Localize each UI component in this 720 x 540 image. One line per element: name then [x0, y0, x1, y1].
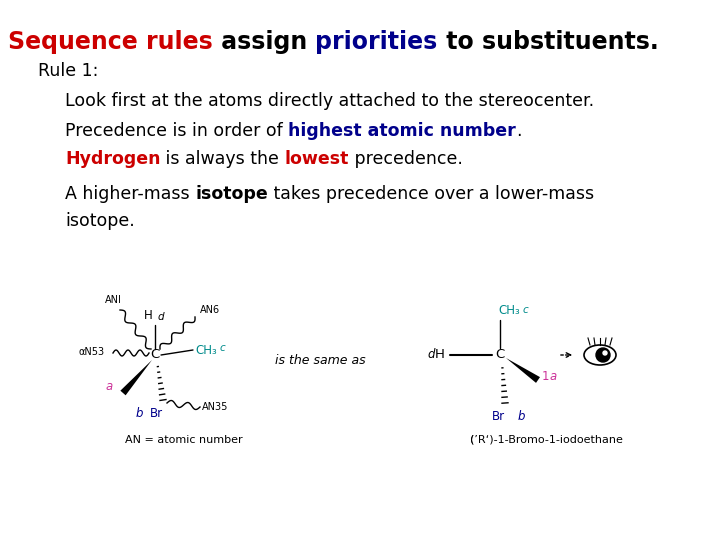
Text: H: H: [144, 309, 153, 322]
Text: Rule 1:: Rule 1:: [38, 62, 99, 80]
Text: Precedence is in order of: Precedence is in order of: [65, 122, 288, 140]
Circle shape: [596, 348, 610, 362]
Text: Hydrogen: Hydrogen: [65, 150, 161, 168]
Text: C: C: [495, 348, 505, 361]
Text: precedence.: precedence.: [349, 150, 463, 168]
Text: ANI: ANI: [104, 295, 122, 305]
Text: AN35: AN35: [202, 402, 228, 412]
Text: CH₃: CH₃: [498, 304, 520, 317]
Text: isotope: isotope: [195, 185, 268, 203]
Text: b: b: [518, 410, 526, 423]
Text: 1: 1: [542, 370, 549, 383]
Text: Br: Br: [492, 410, 505, 423]
Text: A higher-mass: A higher-mass: [65, 185, 195, 203]
Text: αN53: αN53: [79, 347, 105, 357]
Text: d: d: [428, 348, 435, 361]
Polygon shape: [120, 360, 152, 395]
Text: AN = atomic number: AN = atomic number: [125, 435, 243, 445]
Text: takes precedence over a lower-mass: takes precedence over a lower-mass: [268, 185, 594, 203]
Text: .: .: [516, 122, 521, 140]
Text: c: c: [523, 305, 528, 315]
Text: highest atomic number: highest atomic number: [288, 122, 516, 140]
Text: isotope.: isotope.: [65, 212, 135, 230]
Text: c: c: [220, 343, 226, 353]
Polygon shape: [506, 358, 540, 383]
Text: (: (: [470, 435, 474, 445]
Text: is always the: is always the: [161, 150, 285, 168]
Text: (’R‘)-1-Bromo-1-iodoethane: (’R‘)-1-Bromo-1-iodoethane: [470, 435, 623, 445]
Text: lowest: lowest: [285, 150, 349, 168]
Text: Sequence rules: Sequence rules: [8, 30, 212, 54]
Text: assign: assign: [212, 30, 315, 54]
Text: a: a: [106, 381, 113, 394]
Text: Br: Br: [150, 407, 163, 420]
Text: a: a: [550, 370, 557, 383]
Text: priorities: priorities: [315, 30, 438, 54]
Text: b: b: [135, 407, 143, 420]
Text: is the same as: is the same as: [275, 354, 365, 367]
Text: C: C: [150, 348, 160, 361]
Text: H: H: [435, 348, 445, 361]
Text: Look first at the atoms directly attached to the stereocenter.: Look first at the atoms directly attache…: [65, 92, 594, 110]
Text: AN6: AN6: [200, 305, 220, 315]
Text: CH₃: CH₃: [195, 343, 217, 356]
Text: d: d: [158, 312, 165, 322]
Text: to substituents.: to substituents.: [438, 30, 658, 54]
Circle shape: [603, 351, 607, 355]
